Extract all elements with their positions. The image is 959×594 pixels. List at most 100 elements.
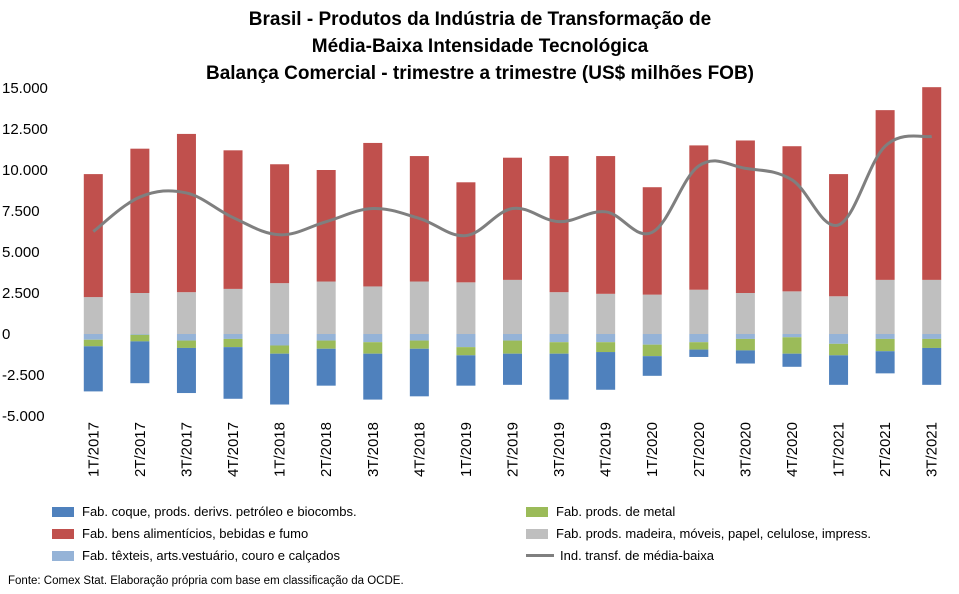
- bar-metal: [409, 340, 429, 349]
- bar-alimentos: [270, 164, 290, 284]
- bar-texteis: [130, 334, 150, 335]
- bar-coque: [549, 353, 569, 400]
- bar-madeira: [829, 296, 849, 334]
- legend-swatch: [526, 554, 554, 557]
- x-tick-label: 4T/2020: [784, 422, 801, 477]
- x-tick-label: 3T/2018: [365, 422, 382, 477]
- x-tick-label: 3T/2021: [924, 422, 941, 477]
- bar-metal: [223, 338, 243, 348]
- bar-madeira: [83, 297, 103, 334]
- bar-metal: [875, 338, 895, 352]
- bar-alimentos: [689, 145, 709, 290]
- y-tick-label: -5.000: [2, 408, 45, 425]
- bar-metal: [735, 338, 755, 351]
- x-tick-label: 2T/2017: [132, 422, 149, 477]
- bar-madeira: [223, 288, 243, 334]
- bar-texteis: [922, 334, 942, 339]
- bar-metal: [316, 340, 336, 349]
- bar-madeira: [782, 291, 802, 334]
- bar-metal: [549, 342, 569, 354]
- bar-texteis: [316, 334, 336, 341]
- bar-madeira: [689, 289, 709, 334]
- bar-metal: [270, 345, 290, 354]
- bar-coque: [829, 355, 849, 385]
- chart-title: Brasil - Produtos da Indústria de Transf…: [170, 6, 790, 87]
- bar-texteis: [83, 334, 103, 340]
- line-series-ind-transf: [92, 134, 933, 238]
- legend-swatch: [52, 528, 74, 539]
- y-tick-label: 10.000: [2, 162, 48, 179]
- legend-label: Ind. transf. de média-baixa: [560, 548, 714, 563]
- x-tick-label: 1T/2021: [831, 422, 848, 477]
- bar-metal: [596, 342, 616, 353]
- x-tick-label: 2T/2020: [691, 422, 708, 477]
- bar-metal: [503, 340, 522, 354]
- bar-madeira: [642, 294, 662, 334]
- legend-label: Fab. prods. de metal: [556, 504, 676, 519]
- bar-coque: [782, 353, 802, 367]
- legend-label: Fab. bens alimentícios, bebidas e fumo: [82, 526, 309, 541]
- bar-coque: [456, 355, 476, 386]
- bar-madeira: [270, 283, 290, 334]
- bar-madeira: [316, 281, 336, 334]
- legend-item-linha: Ind. transf. de média-baixa: [526, 548, 714, 563]
- bar-coque: [83, 346, 103, 392]
- bar-madeira: [456, 282, 476, 334]
- bar-coque: [409, 348, 429, 397]
- bar-alimentos: [316, 170, 336, 282]
- bar-metal: [83, 339, 103, 347]
- bar-texteis: [176, 334, 196, 341]
- y-tick-label: 12.500: [2, 121, 48, 138]
- legend-item-texteis: Fab. têxteis, arts.vestuário, couro e ca…: [52, 548, 340, 563]
- bar-alimentos: [735, 140, 755, 293]
- x-tick-label: 3T/2019: [551, 422, 568, 477]
- x-tick-label: 3T/2020: [737, 422, 754, 477]
- bar-coque: [316, 348, 336, 386]
- x-tick-label: 1T/2017: [85, 422, 102, 477]
- legend-swatch: [52, 550, 74, 561]
- bar-madeira: [363, 286, 383, 334]
- chart-title-line-2: Média-Baixa Intensidade Tecnológica: [311, 36, 649, 57]
- bar-coque: [875, 351, 895, 374]
- y-tick-label: 15.000: [2, 80, 48, 97]
- bar-texteis: [689, 334, 709, 343]
- x-tick-label: 2T/2018: [318, 422, 335, 477]
- legend-item-metal: Fab. prods. de metal: [526, 504, 675, 519]
- bar-texteis: [829, 334, 849, 344]
- bar-coque: [176, 347, 196, 394]
- legend-item-coque: Fab. coque, prods. derivs. petróleo e bi…: [52, 504, 357, 519]
- source-note: Fonte: Comex Stat. Elaboração própria co…: [8, 575, 404, 587]
- bar-madeira: [503, 279, 522, 334]
- legend-swatch: [52, 506, 74, 517]
- bar-coque: [642, 356, 662, 376]
- bar-texteis: [549, 334, 569, 343]
- bar-texteis: [456, 334, 476, 348]
- chart-title-line-3: Balança Comercial - trimestre a trimestr…: [205, 63, 755, 84]
- bar-texteis: [223, 334, 243, 339]
- legend-item-madeira: Fab. prods. madeira, móveis, papel, celu…: [526, 526, 871, 541]
- bar-madeira: [922, 279, 942, 334]
- bar-coque: [596, 352, 616, 390]
- bar-metal: [130, 334, 150, 342]
- x-tick-label: 4T/2019: [598, 422, 615, 477]
- y-tick-label: 0: [2, 326, 10, 343]
- bar-texteis: [409, 334, 429, 341]
- bar-metal: [456, 347, 476, 356]
- x-tick-label: 1T/2020: [644, 422, 661, 477]
- legend-swatch: [526, 528, 548, 539]
- bar-metal: [176, 340, 196, 348]
- bar-metal: [363, 342, 383, 354]
- bar-metal: [642, 344, 662, 357]
- bar-coque: [270, 353, 290, 405]
- bar-texteis: [270, 334, 290, 346]
- bar-coque: [922, 347, 942, 385]
- x-tick-label: 4T/2017: [225, 422, 242, 477]
- x-tick-label: 3T/2017: [178, 422, 195, 477]
- y-tick-label: 7.500: [2, 203, 40, 220]
- bar-madeira: [735, 293, 755, 334]
- x-tick-label: 2T/2019: [505, 422, 522, 477]
- legend-label: Fab. coque, prods. derivs. petróleo e bi…: [82, 504, 357, 519]
- bar-madeira: [176, 292, 196, 334]
- bar-metal: [782, 337, 802, 354]
- bar-coque: [735, 350, 755, 364]
